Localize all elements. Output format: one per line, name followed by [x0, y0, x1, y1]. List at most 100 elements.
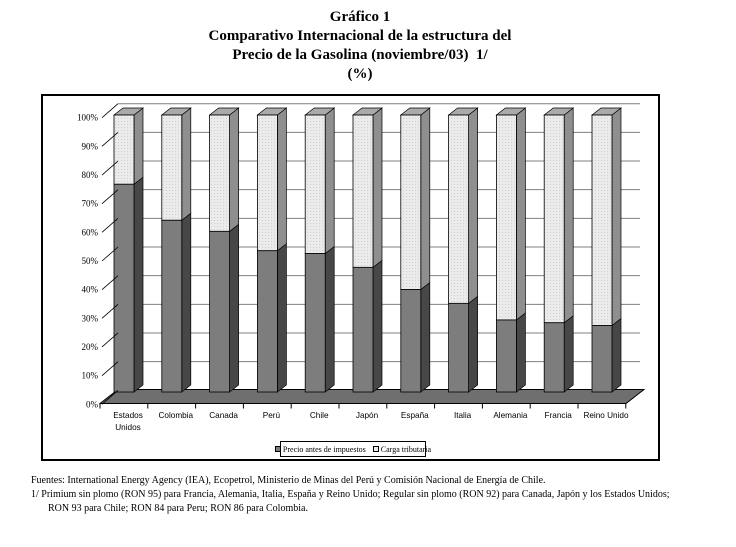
footnote-note1-cont: RON 93 para Chile; RON 84 para Peru; RON…: [48, 503, 308, 514]
x-axis-label: España: [401, 411, 429, 420]
axis-labels: 0% 10% 20% 30% 40% 50% 60% 70% 80% 90% 100% Estados…: [77, 113, 629, 432]
footnote-note1: 1/ Primium sin plomo (RON 95) para Franc…: [31, 489, 670, 500]
bar-side-light: [468, 107, 478, 305]
bar-side-dark: [563, 315, 574, 393]
bar-segment-precio-antes-de-impuestos: [256, 250, 278, 393]
bar-segment-carga-tributaria: [113, 114, 135, 185]
chart-title-line3: Precio de la Gasolina (noviembre/03) 1/: [232, 47, 488, 63]
bar-segment-carga-tributaria: [256, 114, 278, 252]
x-axis-label: Japón: [356, 411, 379, 420]
bar-side-light: [229, 107, 239, 233]
bar-segment-carga-tributaria: [352, 114, 374, 268]
bar-segment-precio-antes-de-impuestos: [400, 289, 422, 393]
bar-perú: [256, 107, 288, 393]
bar-side-light: [516, 107, 526, 321]
bar-side-dark: [133, 176, 144, 393]
bar-side-light: [563, 107, 574, 324]
y-axis-label: 90%: [82, 141, 99, 151]
bar-segment-carga-tributaria: [495, 114, 517, 321]
bar-segment-carga-tributaria: [161, 114, 183, 221]
bar-segment-precio-antes-de-impuestos: [209, 230, 231, 393]
chart-legend: Precio antes de impuestos Carga tributar…: [274, 441, 431, 457]
axes: [99, 103, 627, 409]
bar-segment-precio-antes-de-impuestos: [495, 319, 517, 393]
bar-alemania: [495, 107, 527, 393]
legend-item-precio: Precio antes de impuestos: [274, 444, 366, 454]
y-axis-tick: [101, 160, 119, 176]
bar-side-dark: [229, 223, 239, 393]
x-axis-label: Unidos: [115, 423, 141, 432]
x-axis-label: Reino Unido: [583, 411, 629, 420]
bar-side-light: [372, 107, 383, 269]
bar-segment-carga-tributaria: [209, 114, 231, 232]
y-axis-tick: [101, 304, 119, 319]
x-axis-label: Canada: [209, 411, 238, 420]
bar-estados-unidos: [112, 107, 145, 393]
bar-segment-precio-antes-de-impuestos: [161, 219, 183, 393]
y-axis-label: 50%: [82, 256, 99, 266]
bar-reino-unido: [590, 107, 623, 393]
bar-side-dark: [468, 295, 478, 393]
y-axis-tick: [101, 189, 119, 204]
footnotes: Fuentes: International Energy Agency (IE…: [31, 474, 721, 516]
x-axis-label: Perú: [263, 411, 281, 420]
y-axis-label: 60%: [82, 227, 99, 237]
x-axis-label: Estados: [113, 411, 143, 420]
bar-japón: [351, 107, 384, 393]
bar-side-light: [611, 107, 622, 327]
y-axis-tick: [101, 389, 119, 405]
bar-segment-precio-antes-de-impuestos: [591, 325, 613, 393]
chart-title-line1: Gráfico 1: [329, 9, 391, 25]
bar-segment-carga-tributaria: [448, 114, 470, 304]
bar-segment-precio-antes-de-impuestos: [543, 322, 565, 393]
y-axis-tick: [101, 218, 119, 233]
y-axis-label: 40%: [82, 285, 99, 295]
chart-title-line4: (%): [347, 66, 373, 82]
y-axis-label: 10%: [82, 371, 99, 381]
bar-side-light: [181, 107, 192, 221]
x-axis-label: Alemania: [493, 411, 528, 420]
y-axis-label: 20%: [82, 342, 99, 352]
bar-side-dark: [516, 312, 526, 393]
bar-side-light: [277, 107, 287, 252]
legend-swatch-light: [372, 446, 379, 452]
bar-segment-carga-tributaria: [400, 114, 422, 290]
chart-title-line2: Comparativo Internacional de la estructu…: [208, 28, 512, 44]
x-axis-label: Francia: [545, 411, 573, 420]
bar-segment-precio-antes-de-impuestos: [352, 266, 374, 393]
y-axis-label: 70%: [82, 199, 99, 209]
bar-francia: [543, 107, 575, 393]
bar-canada: [208, 107, 240, 393]
bar-españa: [399, 107, 431, 393]
footnote-sources: Fuentes: International Energy Agency (IE…: [31, 475, 546, 486]
y-axis-tick: [101, 332, 119, 348]
bars: [112, 107, 623, 393]
chart-title-block: Gráfico 1 Comparativo Internacional de l…: [0, 8, 720, 84]
bar-side-dark: [181, 212, 192, 393]
y-axis-label: 80%: [82, 170, 99, 180]
bar-side-dark: [372, 259, 383, 393]
bar-side-dark: [611, 317, 622, 393]
bar-side-light: [324, 107, 335, 255]
bar-segment-precio-antes-de-impuestos: [113, 183, 135, 393]
x-axis-label: Chile: [310, 411, 329, 420]
y-axis-label: 30%: [82, 313, 99, 323]
bar-chile: [304, 107, 336, 393]
legend-item-carga: Carga tributaria: [372, 444, 432, 454]
bar-segment-carga-tributaria: [543, 114, 565, 324]
bar-segment-precio-antes-de-impuestos: [448, 302, 470, 393]
bar-side-dark: [277, 243, 287, 393]
y-axis-tick: [101, 103, 119, 119]
y-axis-tick: [101, 246, 119, 262]
legend-label-precio: Precio antes de impuestos: [282, 444, 366, 454]
legend-label-carga: Carga tributaria: [380, 444, 432, 454]
bar-segment-carga-tributaria: [591, 114, 613, 326]
y-axis-label: 100%: [77, 113, 99, 123]
x-axis-label: Colombia: [159, 411, 194, 420]
legend-swatch-dark: [274, 446, 281, 452]
bar-side-light: [420, 107, 431, 291]
x-axis-label: Italia: [454, 411, 472, 420]
bar-side-dark: [420, 281, 431, 393]
